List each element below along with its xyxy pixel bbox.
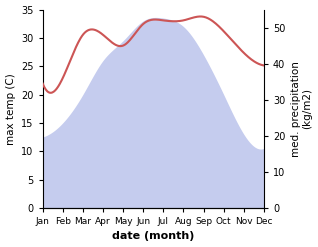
Y-axis label: med. precipitation
(kg/m2): med. precipitation (kg/m2) bbox=[291, 61, 313, 157]
Y-axis label: max temp (C): max temp (C) bbox=[5, 73, 16, 144]
X-axis label: date (month): date (month) bbox=[112, 231, 194, 242]
